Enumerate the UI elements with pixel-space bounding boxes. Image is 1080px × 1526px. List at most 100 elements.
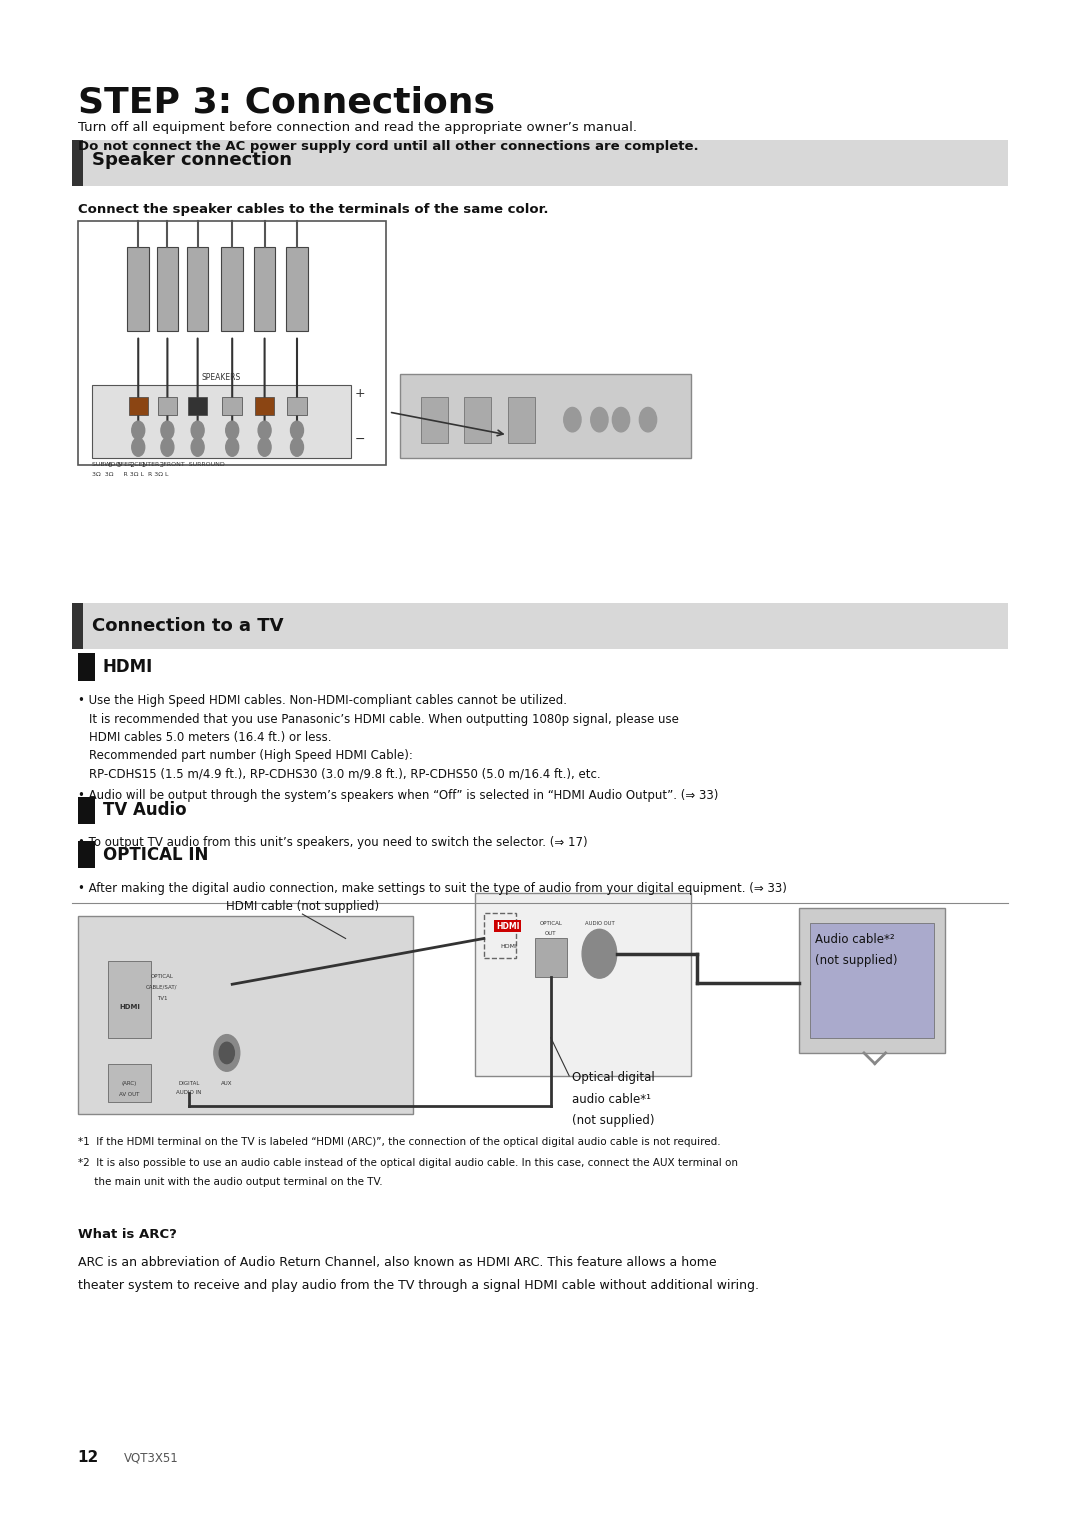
Circle shape [291,438,303,456]
Text: OPTICAL IN: OPTICAL IN [103,845,208,864]
Text: theater system to receive and play audio from the TV through a signal HDMI cable: theater system to receive and play audio… [78,1279,759,1293]
Circle shape [191,438,204,456]
Text: AUX: AUX [221,1080,232,1087]
FancyBboxPatch shape [400,374,691,458]
FancyBboxPatch shape [187,247,208,331]
Text: HDMI: HDMI [500,943,517,949]
Circle shape [161,421,174,439]
FancyBboxPatch shape [535,938,567,977]
Circle shape [161,438,174,456]
Text: HDMI: HDMI [103,658,153,676]
Text: AV OUT: AV OUT [120,1091,139,1097]
Text: • To output TV audio from this unit’s speakers, you need to switch the selector.: • To output TV audio from this unit’s sp… [78,836,588,850]
Text: What is ARC?: What is ARC? [78,1228,177,1242]
Circle shape [639,407,657,432]
Text: the main unit with the audio output terminal on the TV.: the main unit with the audio output term… [78,1177,382,1187]
FancyBboxPatch shape [78,916,413,1114]
Text: OPTICAL: OPTICAL [539,920,563,926]
Text: STEP 3: Connections: STEP 3: Connections [78,85,495,119]
FancyBboxPatch shape [92,385,351,458]
FancyBboxPatch shape [72,603,83,649]
Text: OUT: OUT [545,931,556,937]
FancyBboxPatch shape [222,397,242,415]
Text: 6  5    2   1      3: 6 5 2 1 3 [108,462,164,468]
Circle shape [291,421,303,439]
FancyBboxPatch shape [188,397,207,415]
Text: 3Ω  3Ω     R 3Ω L  R 3Ω L: 3Ω 3Ω R 3Ω L R 3Ω L [92,472,168,476]
FancyBboxPatch shape [108,1064,151,1102]
FancyBboxPatch shape [108,961,151,1038]
Text: 12: 12 [78,1450,99,1465]
Circle shape [258,438,271,456]
FancyBboxPatch shape [78,841,95,868]
Text: SPEAKERS: SPEAKERS [202,372,241,382]
FancyBboxPatch shape [72,140,1008,186]
FancyBboxPatch shape [221,247,243,331]
Circle shape [564,407,581,432]
Text: HDMI cable (not supplied): HDMI cable (not supplied) [226,899,379,913]
FancyBboxPatch shape [799,908,945,1053]
Text: Do not connect the AC power supply cord until all other connections are complete: Do not connect the AC power supply cord … [78,140,699,154]
FancyBboxPatch shape [72,140,83,186]
FancyBboxPatch shape [810,923,934,1038]
Text: RP-CDHS15 (1.5 m/4.9 ft.), RP-CDHS30 (3.0 m/9.8 ft.), RP-CDHS50 (5.0 m/16.4 ft.): RP-CDHS15 (1.5 m/4.9 ft.), RP-CDHS30 (3.… [89,768,600,781]
Text: Recommended part number (High Speed HDMI Cable):: Recommended part number (High Speed HDMI… [89,749,413,763]
Text: DIGITAL: DIGITAL [178,1080,200,1087]
Text: (ARC): (ARC) [122,1080,137,1087]
FancyBboxPatch shape [127,247,149,331]
Circle shape [582,929,617,978]
Circle shape [191,421,204,439]
Circle shape [612,407,630,432]
FancyBboxPatch shape [255,397,274,415]
Text: Optical digital: Optical digital [572,1071,656,1085]
Text: AUDIO OUT: AUDIO OUT [584,920,615,926]
Circle shape [258,421,271,439]
Text: HDMI cables 5.0 meters (16.4 ft.) or less.: HDMI cables 5.0 meters (16.4 ft.) or les… [89,731,332,745]
Text: Connect the speaker cables to the terminals of the same color.: Connect the speaker cables to the termin… [78,203,549,217]
Text: Turn off all equipment before connection and read the appropriate owner’s manual: Turn off all equipment before connection… [78,121,637,134]
Text: • Use the High Speed HDMI cables. Non-HDMI-compliant cables cannot be utilized.: • Use the High Speed HDMI cables. Non-HD… [78,694,567,708]
Text: AUDIO IN: AUDIO IN [176,1090,202,1096]
Text: SUBWOOFER CENTER  FRONT  SURROUND: SUBWOOFER CENTER FRONT SURROUND [92,462,225,467]
Text: *1  If the HDMI terminal on the TV is labeled “HDMI (ARC)”, the connection of th: *1 If the HDMI terminal on the TV is lab… [78,1137,720,1148]
Text: +: + [354,388,365,400]
Text: HDMI: HDMI [119,1004,140,1010]
Text: −: − [354,433,365,446]
Circle shape [226,421,239,439]
FancyBboxPatch shape [157,247,178,331]
Circle shape [219,1042,234,1064]
Text: *2  It is also possible to use an audio cable instead of the optical digital aud: *2 It is also possible to use an audio c… [78,1158,738,1169]
Text: audio cable*¹: audio cable*¹ [572,1093,651,1106]
FancyBboxPatch shape [78,797,95,824]
Text: It is recommended that you use Panasonic’s HDMI cable. When outputting 1080p sig: It is recommended that you use Panasonic… [89,713,678,726]
FancyBboxPatch shape [72,603,1008,649]
Text: • After making the digital audio connection, make settings to suit the type of a: • After making the digital audio connect… [78,882,786,896]
Text: CABLE/SAT/: CABLE/SAT/ [146,984,178,990]
Text: (not supplied): (not supplied) [815,954,897,967]
Circle shape [214,1035,240,1071]
FancyBboxPatch shape [421,397,448,443]
Text: VQT3X51: VQT3X51 [124,1451,179,1465]
FancyBboxPatch shape [78,221,386,465]
Text: Speaker connection: Speaker connection [92,151,292,169]
Circle shape [226,438,239,456]
Text: • Audio will be output through the system’s speakers when “Off” is selected in “: • Audio will be output through the syste… [78,789,718,803]
Circle shape [132,421,145,439]
Text: TV1: TV1 [157,995,167,1001]
Circle shape [132,438,145,456]
Text: TV Audio: TV Audio [103,801,186,819]
Text: Audio cable*²: Audio cable*² [815,932,895,946]
FancyBboxPatch shape [475,893,691,1076]
FancyBboxPatch shape [158,397,177,415]
Text: (not supplied): (not supplied) [572,1114,654,1128]
FancyBboxPatch shape [287,397,307,415]
FancyBboxPatch shape [464,397,491,443]
FancyBboxPatch shape [286,247,308,331]
FancyBboxPatch shape [254,247,275,331]
Circle shape [591,407,608,432]
Text: OPTICAL: OPTICAL [150,974,174,980]
Text: HDMI: HDMI [496,922,519,931]
FancyBboxPatch shape [508,397,535,443]
Text: ARC is an abbreviation of Audio Return Channel, also known as HDMI ARC. This fea: ARC is an abbreviation of Audio Return C… [78,1256,716,1270]
Text: Connection to a TV: Connection to a TV [92,617,283,635]
